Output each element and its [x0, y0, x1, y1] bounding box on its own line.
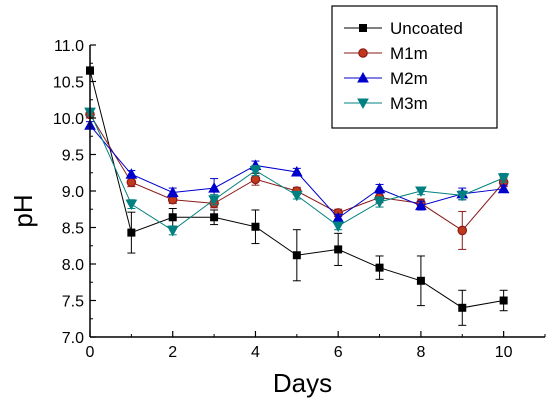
- data-point: [373, 197, 386, 208]
- data-point: [125, 199, 138, 211]
- x-tick-label: 4: [251, 344, 260, 361]
- data-point: [166, 225, 179, 237]
- data-point: [497, 182, 510, 194]
- data-point: [168, 213, 177, 222]
- data-point: [415, 186, 427, 198]
- y-tick-label: 11.0: [54, 38, 84, 55]
- data-point: [208, 182, 220, 193]
- data-point: [166, 186, 179, 197]
- data-point: [497, 173, 510, 184]
- legend-label: Uncoated: [390, 19, 463, 38]
- data-point: [127, 228, 136, 237]
- y-tick-label: 7.5: [62, 294, 84, 311]
- data-point: [457, 225, 468, 236]
- data-point: [334, 245, 343, 254]
- legend-marker: [357, 98, 369, 110]
- series-m2m: [84, 119, 510, 223]
- legend: Uncoated M1m M2m M3m: [331, 5, 498, 129]
- y-tick-label: 10.0: [53, 111, 84, 128]
- legend-marker: [357, 71, 369, 83]
- legend-label: M3m: [390, 94, 428, 113]
- data-point: [332, 221, 345, 233]
- data-point: [499, 296, 508, 305]
- data-point: [375, 263, 384, 272]
- data-point: [290, 165, 303, 177]
- data-point: [456, 190, 469, 202]
- data-point: [292, 251, 301, 260]
- y-tick-label: 7.0: [62, 330, 84, 347]
- y-tick-label: 9.5: [62, 148, 84, 165]
- legend-marker: [359, 24, 367, 32]
- series-m1m: [85, 109, 509, 250]
- legend-label: M2m: [390, 69, 428, 88]
- y-tick-label: 8.5: [62, 221, 84, 238]
- data-point: [251, 222, 260, 231]
- x-tick-label: 2: [168, 344, 177, 361]
- data-point: [416, 276, 425, 285]
- data-point: [208, 195, 220, 206]
- data-point: [125, 168, 138, 179]
- axes: 0 2 4 6 8 10 7.0 7.5 8.0 8.5 9.0 9.5 10.0 10.5 11.0: [53, 38, 546, 361]
- data-point: [373, 182, 386, 194]
- x-axis-title: Days: [273, 368, 332, 398]
- y-tick-label: 10.5: [53, 75, 84, 92]
- y-tick-label: 9.0: [62, 184, 84, 201]
- data-point: [458, 303, 467, 312]
- legend-marker: [358, 48, 368, 58]
- x-tick-label: 0: [86, 344, 95, 361]
- x-tick-label: 8: [416, 344, 425, 361]
- data-point: [249, 166, 262, 177]
- data-point: [210, 213, 219, 222]
- x-tick-label: 6: [334, 344, 343, 361]
- y-tick-label: 8.0: [62, 257, 84, 274]
- data-point: [415, 199, 427, 211]
- legend-label: M1m: [390, 44, 428, 63]
- x-tick-label: 10: [495, 344, 513, 361]
- data-point: [126, 177, 137, 188]
- data-point: [290, 190, 303, 202]
- y-axis-title: pH: [8, 194, 38, 227]
